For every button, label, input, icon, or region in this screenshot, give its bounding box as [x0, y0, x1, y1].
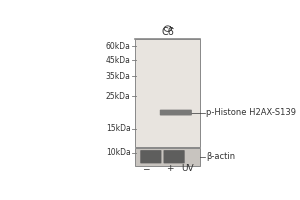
- FancyBboxPatch shape: [164, 150, 185, 163]
- Bar: [135, 107, 200, 120]
- Bar: [135, 53, 200, 66]
- FancyBboxPatch shape: [140, 150, 161, 163]
- Text: 15kDa: 15kDa: [106, 124, 130, 133]
- Bar: [135, 93, 200, 107]
- Bar: [135, 120, 200, 134]
- Text: 10kDa: 10kDa: [106, 148, 130, 157]
- Bar: [135, 134, 200, 147]
- Bar: [135, 80, 200, 93]
- Bar: [135, 39, 200, 53]
- Text: UV: UV: [182, 164, 194, 173]
- Text: −: −: [142, 164, 149, 173]
- Bar: [135, 148, 200, 166]
- Text: C6: C6: [161, 27, 174, 37]
- Text: 45kDa: 45kDa: [106, 56, 130, 65]
- Text: +: +: [166, 164, 174, 173]
- Text: 60kDa: 60kDa: [106, 42, 130, 51]
- Bar: [135, 39, 200, 147]
- FancyBboxPatch shape: [160, 110, 192, 115]
- Text: β-actin: β-actin: [206, 152, 235, 161]
- Text: 35kDa: 35kDa: [106, 72, 130, 81]
- Text: 25kDa: 25kDa: [106, 92, 130, 101]
- Bar: [135, 66, 200, 80]
- Text: p-Histone H2AX-S139: p-Histone H2AX-S139: [206, 108, 296, 117]
